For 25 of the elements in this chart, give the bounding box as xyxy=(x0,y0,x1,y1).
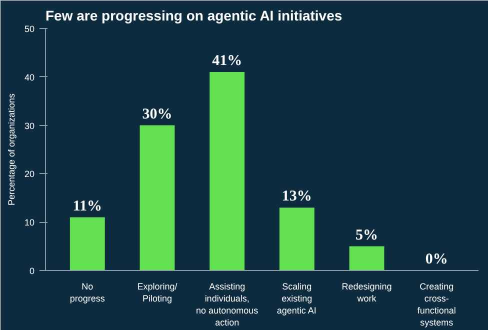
data-label: 0% xyxy=(425,252,448,268)
bar xyxy=(70,217,105,270)
y-axis-title: Percentage of organizations xyxy=(6,92,16,206)
data-label: 5% xyxy=(356,227,378,244)
x-tick-label: Assisting individuals, no autonomous action xyxy=(196,282,259,328)
y-tick-label: 50 xyxy=(24,24,35,34)
y-tick-label: 10 xyxy=(24,218,35,228)
x-tick-label: Exploring/ Piloting xyxy=(137,282,178,304)
x-tick-label: No progress xyxy=(70,282,106,304)
x-tick-label: Redesigning work xyxy=(342,282,392,304)
x-tick-label: Creating cross- functional systems xyxy=(417,282,456,328)
bar xyxy=(279,208,314,270)
data-label: 11% xyxy=(72,198,102,214)
data-label: 30% xyxy=(142,106,172,122)
bar xyxy=(140,125,175,270)
bar xyxy=(210,72,245,270)
bar xyxy=(349,246,384,270)
data-label: 13% xyxy=(282,188,312,205)
y-tick-label: 20 xyxy=(24,169,35,180)
x-tick-label: Scaling existing agentic AI xyxy=(276,282,316,316)
y-tick-label: 40 xyxy=(24,72,35,82)
y-tick-label: 30 xyxy=(24,120,35,131)
y-tick-label: 0 xyxy=(29,266,35,276)
data-label: 41% xyxy=(212,53,242,70)
chart-title: Few are progressing on agentic AI initiatives xyxy=(46,8,342,24)
